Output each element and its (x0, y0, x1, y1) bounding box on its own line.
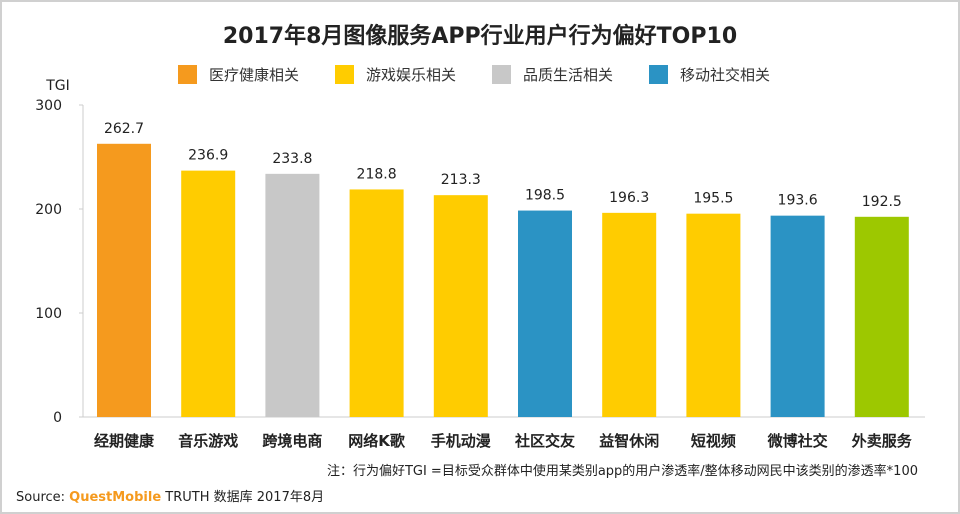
data-label: 192.5 (862, 194, 902, 210)
legend-swatch (492, 65, 512, 84)
source-text: TRUTH 数据库 2017年8月 (165, 490, 325, 505)
legend-item: 品质生活相关 (492, 64, 613, 85)
y-tick-label: 100 (35, 306, 62, 322)
source-label: Source: (16, 490, 66, 505)
bar (433, 195, 488, 417)
x-tick-label: 益智休闲 (599, 432, 659, 450)
footnote: 注：行为偏好TGI =目标受众群体中使用某类别app的用户渗透率/整体移动网民中… (326, 464, 918, 479)
x-tick-label: 短视频 (691, 432, 736, 450)
bar (265, 173, 320, 417)
data-label: 195.5 (693, 191, 733, 207)
data-label: 233.8 (272, 151, 312, 167)
x-tick-label: 音乐游戏 (178, 432, 238, 450)
x-tick-label: 网络K歌 (348, 432, 406, 450)
data-label: 196.3 (609, 190, 649, 206)
bar (181, 170, 236, 417)
legend-label: 游戏娱乐相关 (366, 66, 457, 84)
legend-label: 移动社交相关 (680, 66, 771, 84)
bar (686, 213, 741, 417)
legend-swatch (649, 65, 669, 84)
x-tick-label: 微博社交 (767, 432, 828, 450)
bar (97, 143, 151, 418)
source-brand: QuestMobile (69, 490, 162, 505)
x-tick-label: 跨境电商 (262, 432, 322, 450)
legend-swatch (178, 65, 197, 84)
x-tick-label: 经期健康 (94, 432, 155, 450)
x-tick-label: 社区交友 (514, 432, 575, 450)
legend-item: 医疗健康相关 (178, 64, 299, 85)
y-tick-label: 300 (35, 98, 62, 114)
bar (770, 215, 825, 417)
y-tick-label: 200 (35, 202, 62, 218)
data-label: 218.8 (357, 166, 397, 182)
data-label: 236.9 (188, 148, 228, 164)
y-axis-label: TGI (45, 78, 70, 94)
legend-label: 医疗健康相关 (209, 66, 300, 84)
x-tick-label: 手机动漫 (431, 432, 492, 450)
data-label: 262.7 (104, 121, 144, 137)
bar (854, 216, 909, 417)
x-tick-label: 外卖服务 (851, 432, 913, 450)
legend-swatch (335, 65, 355, 84)
legend-label: 品质生活相关 (523, 66, 614, 84)
legend: 医疗健康相关 游戏娱乐相关 品质生活相关 移动社交相关 (178, 64, 806, 85)
data-label: 193.6 (778, 193, 818, 209)
y-tick-label: 0 (53, 410, 62, 426)
legend-item: 游戏娱乐相关 (335, 64, 456, 85)
legend-item: 移动社交相关 (649, 64, 770, 85)
chart-title: 2017年8月图像服务APP行业用户行为偏好TOP10 (222, 24, 738, 49)
bar (602, 212, 657, 417)
bar (518, 210, 572, 417)
bar (349, 189, 404, 417)
data-label: 198.5 (525, 188, 565, 204)
data-label: 213.3 (441, 172, 481, 188)
source: Source: QuestMobile TRUTH 数据库 2017年8月 (16, 486, 324, 505)
